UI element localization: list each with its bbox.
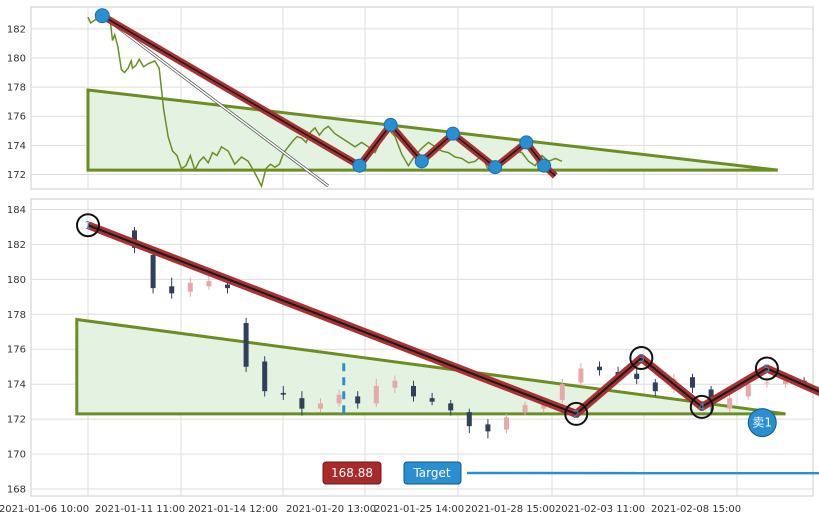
- target-price-badge: [322, 461, 382, 485]
- main-grid: [31, 199, 813, 496]
- candle-body: [206, 281, 212, 287]
- main-y-tick-label: 184: [7, 205, 26, 216]
- main-x-axis: 2021-01-06 10:00 2021-01-11 11:00 2021-01-…: [0, 504, 741, 515]
- candle-body: [448, 403, 454, 411]
- main-pattern-point: [689, 394, 714, 419]
- candle-body: [597, 366, 602, 371]
- overview-pattern-point: [445, 126, 460, 141]
- main-x-tick-label: 2021-01-06 10:00: [0, 504, 89, 515]
- main-badges: 168.88Target卖1卖2: [322, 408, 819, 485]
- main-y-tick-label: 178: [7, 310, 26, 321]
- main-y-tick-label: 170: [7, 450, 26, 461]
- candle-body: [169, 286, 175, 294]
- overview-triangle-area: [86, 88, 778, 172]
- candle-body: [318, 403, 323, 409]
- main-pattern-point: [754, 356, 779, 381]
- candle-body: [727, 398, 733, 409]
- target-badge: [403, 461, 462, 485]
- overview-y-tick-label: 178: [7, 83, 26, 94]
- main-pattern-point-label: 4: [698, 401, 705, 414]
- overview-y-tick-label: 176: [7, 112, 26, 123]
- overview-price-line: [87, 14, 563, 189]
- overview-pattern-point: [537, 158, 552, 173]
- main-pattern-point: [564, 401, 589, 426]
- main-triangle: [75, 317, 786, 416]
- overview-pattern-point: [519, 135, 534, 150]
- candle-body: [187, 282, 193, 292]
- sell-signal-label: 卖1: [752, 416, 772, 430]
- main-x-tick-label: 2021-02-08 15:00: [651, 504, 741, 515]
- candle-body: [411, 385, 416, 397]
- main-pattern-point-label: 1: [85, 219, 92, 232]
- candle-body: [504, 417, 509, 430]
- main-y-tick-label: 172: [7, 415, 26, 426]
- main-y-tick-label: 168: [7, 485, 26, 496]
- candle-body: [634, 373, 640, 379]
- target-label: Target: [412, 466, 450, 480]
- candle-body: [485, 424, 491, 432]
- overview-triangle: [86, 88, 778, 172]
- overview-price-line: [87, 14, 563, 189]
- main-x-tick-label: 2021-01-11 11:00: [95, 504, 185, 515]
- candle-body: [690, 377, 695, 388]
- candle-body: [243, 323, 249, 367]
- overview-pattern-point: [414, 154, 429, 169]
- overview-pattern-point: [383, 117, 398, 132]
- overview-pattern-point: [94, 8, 110, 24]
- candle-body: [225, 284, 230, 289]
- candle-body: [764, 382, 770, 384]
- main-pattern-core: [87, 224, 819, 416]
- overview-y-tick-label: 172: [7, 170, 26, 181]
- candle-body: [783, 378, 788, 385]
- candle-body: [299, 398, 305, 409]
- candle-body: [745, 384, 751, 397]
- main-pattern: 12345678: [76, 213, 819, 426]
- main-y-tick-label: 182: [7, 240, 26, 251]
- overview-pattern-point: [352, 158, 367, 173]
- candle-body: [262, 361, 268, 392]
- main-x-tick-label: 2021-01-25 14:00: [374, 504, 464, 515]
- main-y-axis: 184 182 180 178 176 174 172 170 168: [7, 205, 26, 496]
- main-y-tick-label: 180: [7, 275, 26, 286]
- main-y-tick-label: 176: [7, 345, 26, 356]
- main-x-tick-label: 2021-01-28 15:00: [465, 504, 555, 515]
- main-x-tick-label: 2021-02-03 11:00: [555, 504, 645, 515]
- main-pattern-point-label: 2: [573, 408, 580, 421]
- candle-body: [429, 398, 435, 402]
- candle-body: [652, 382, 658, 392]
- overview-pattern: [94, 8, 558, 188]
- main-pattern-point: [76, 213, 100, 238]
- overview-y-tick-label: 182: [7, 24, 26, 35]
- candle-body: [280, 392, 286, 395]
- candle-body: [578, 368, 584, 383]
- target-price-label: 168.88: [331, 466, 373, 480]
- overview-y-tick-label: 180: [7, 53, 26, 64]
- main-panel: 184 182 180 178 176 174 172 170 168 2021-01-06 1…: [0, 198, 819, 515]
- overview-panel: 182 180 178 176 174 172: [7, 6, 814, 190]
- main-pattern-point-label: 3: [638, 352, 645, 365]
- main-x-tick-label: 2021-01-14 12:00: [188, 504, 278, 515]
- candle-body: [392, 380, 398, 388]
- main-pattern-point: [629, 345, 654, 370]
- main-triangle-area: [75, 317, 786, 416]
- candle-body: [466, 412, 472, 427]
- candle-body: [522, 405, 528, 413]
- candle-body: [559, 384, 565, 400]
- candle-body: [355, 396, 361, 404]
- main-y-tick-label: 174: [7, 380, 26, 391]
- candle-body: [150, 254, 156, 289]
- overview-arrow: [101, 15, 329, 187]
- candle-body: [336, 394, 342, 404]
- overview-pattern-point: [488, 160, 503, 175]
- main-pattern-point-label: 5: [763, 362, 770, 375]
- main-prediction: [342, 363, 346, 416]
- main-x-tick-label: 2021-01-20 13:00: [286, 504, 376, 515]
- overview-y-axis: 182 180 178 176 174 172: [7, 24, 26, 181]
- sell-signal-marker: [747, 408, 777, 438]
- overview-y-tick-label: 174: [7, 141, 26, 152]
- candle-body: [373, 385, 379, 404]
